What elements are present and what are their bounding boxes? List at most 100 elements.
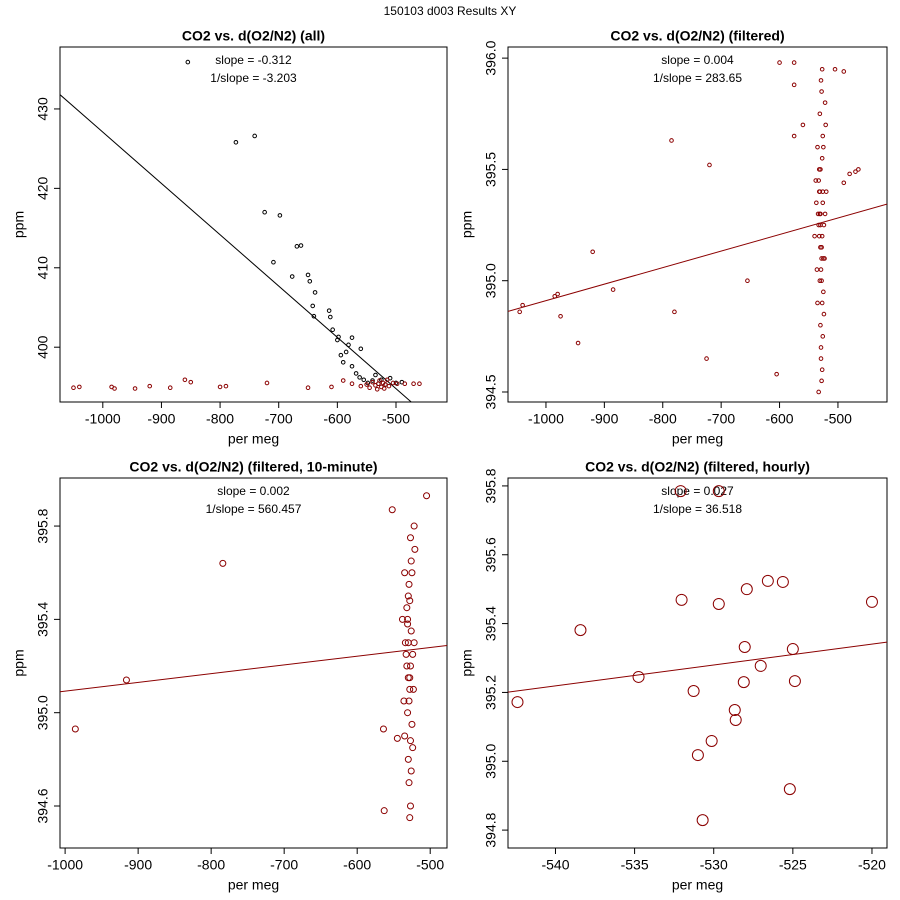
point	[310, 303, 316, 309]
point	[326, 308, 332, 313]
point	[264, 380, 270, 386]
point	[406, 597, 414, 605]
point	[402, 381, 408, 387]
point	[405, 580, 413, 588]
y-tick-label: 396.0	[483, 40, 499, 75]
y-tick-label: 394.5	[483, 374, 499, 409]
panel: CO2 vs. d(O2/N2) (filtered, 10-minute) pe…	[11, 459, 448, 893]
y-tick-label: 410	[35, 256, 51, 280]
point	[406, 814, 414, 822]
point	[511, 696, 524, 709]
point	[404, 755, 412, 763]
point	[233, 140, 239, 145]
y-tick-label: 394.8	[483, 812, 499, 847]
panel: CO2 vs. d(O2/N2) (all) per meg ppm slope = …	[11, 28, 448, 447]
point	[408, 569, 416, 577]
point	[558, 314, 563, 319]
annotation: 1/slope = -3.203	[210, 71, 297, 85]
point	[223, 383, 229, 389]
point	[336, 334, 341, 340]
point	[182, 377, 188, 383]
point	[520, 302, 525, 308]
point	[818, 267, 824, 272]
point	[384, 377, 390, 383]
annotation: 1/slope = 560.457	[206, 502, 302, 516]
point	[754, 659, 767, 672]
x-tick-label: -900	[124, 857, 152, 873]
point	[349, 335, 355, 340]
point	[712, 485, 725, 498]
point	[188, 379, 194, 385]
annotation: slope = 0.027	[661, 484, 734, 498]
point	[405, 779, 413, 787]
fit-line	[60, 645, 447, 693]
x-tick-label: -700	[270, 857, 298, 873]
point	[217, 384, 223, 390]
point	[856, 167, 861, 172]
point	[632, 670, 645, 683]
panel-title: CO2 vs. d(O2/N2) (all)	[182, 28, 325, 44]
point	[818, 222, 823, 228]
point	[819, 278, 824, 283]
point	[403, 662, 411, 670]
point	[815, 211, 821, 217]
y-tick-label: 395.6	[483, 537, 499, 572]
point	[819, 300, 825, 306]
point	[819, 378, 824, 384]
y-tick-label: 400	[35, 335, 51, 359]
point	[696, 814, 709, 827]
y-tick-label: 395.5	[483, 152, 499, 187]
point	[707, 162, 712, 168]
point	[812, 233, 817, 239]
point	[147, 383, 153, 389]
point	[404, 620, 412, 628]
point	[409, 685, 417, 693]
point	[411, 381, 416, 387]
point	[358, 383, 364, 389]
point	[791, 82, 797, 88]
panel: CO2 vs. d(O2/N2) (filtered) per meg ppm slo…	[459, 28, 888, 447]
point	[167, 385, 173, 391]
y-axis-label: ppm	[459, 211, 475, 238]
point	[252, 133, 257, 139]
point	[289, 274, 295, 279]
point	[219, 559, 227, 567]
point	[340, 359, 346, 365]
point	[408, 720, 416, 728]
point	[410, 639, 418, 647]
point	[383, 382, 388, 387]
point	[404, 592, 412, 600]
point	[817, 189, 823, 194]
point	[819, 367, 825, 373]
point	[381, 386, 387, 391]
point	[329, 384, 334, 390]
point	[386, 383, 392, 389]
point	[555, 291, 560, 297]
panel-title: CO2 vs. d(O2/N2) (filtered)	[610, 28, 784, 44]
point	[406, 802, 414, 810]
point	[813, 178, 819, 183]
annotation: 1/slope = 283.65	[653, 71, 742, 85]
point	[517, 309, 522, 315]
y-tick-label: 395.0	[35, 695, 51, 730]
point	[77, 384, 82, 390]
point	[819, 233, 825, 239]
point	[817, 211, 823, 217]
point	[821, 289, 826, 295]
point	[328, 314, 333, 320]
panel-title: CO2 vs. d(O2/N2) (filtered, hourly)	[585, 459, 810, 475]
point	[712, 597, 725, 610]
point	[122, 676, 130, 684]
point	[818, 345, 824, 350]
point	[357, 375, 362, 380]
y-tick-label: 430	[35, 97, 51, 121]
point	[761, 574, 774, 587]
point	[401, 639, 409, 647]
point	[403, 604, 411, 612]
point	[674, 485, 687, 498]
point	[552, 293, 558, 299]
fit-line	[508, 203, 887, 312]
point	[407, 767, 415, 775]
point	[847, 171, 852, 177]
